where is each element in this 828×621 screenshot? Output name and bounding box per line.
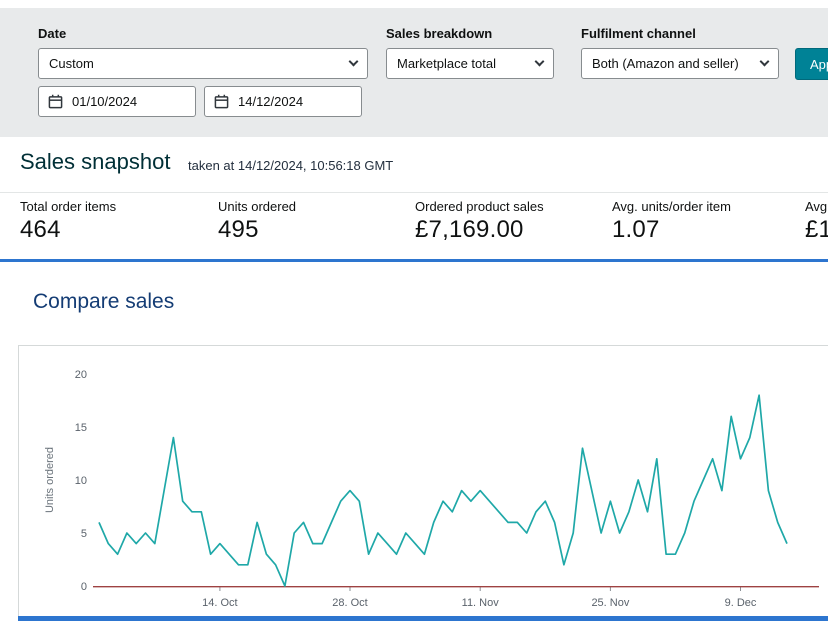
- svg-text:Units ordered: Units ordered: [44, 447, 56, 513]
- end-date-value: 14/12/2024: [238, 94, 304, 109]
- stat-avg-units-per-order: Avg. units/order item 1.07: [612, 199, 731, 244]
- fulfilment-channel-select[interactable]: Both (Amazon and seller): [581, 48, 779, 79]
- chevron-down-icon: [348, 56, 359, 67]
- svg-text:5: 5: [81, 528, 87, 540]
- stat-label: Avg. sales/order item: [805, 199, 828, 214]
- stat-value: 1.07: [612, 216, 660, 243]
- calendar-icon[interactable]: [48, 94, 63, 109]
- stat-label: Avg. units/order item: [612, 199, 731, 214]
- snapshot-timestamp: taken at 14/12/2024, 10:56:18 GMT: [188, 158, 394, 173]
- stat-ordered-product-sales: Ordered product sales £7,169.00: [415, 199, 544, 244]
- compare-sales-chart-panel: 0 5 10 15 20 14. Oct 28. Oct 11. Nov 25. Nov 9. D…: [18, 345, 828, 621]
- chevron-down-icon: [534, 56, 545, 67]
- blue-divider: [0, 259, 828, 262]
- svg-text:15: 15: [75, 422, 87, 434]
- start-date-value: 01/10/2024: [72, 94, 138, 109]
- calendar-icon[interactable]: [214, 94, 229, 109]
- svg-text:10: 10: [75, 475, 87, 487]
- svg-text:9. Dec: 9. Dec: [725, 597, 757, 609]
- date-range-select[interactable]: Custom: [38, 48, 368, 79]
- stat-units-ordered: Units ordered 495: [218, 199, 296, 244]
- chevron-down-icon: [759, 56, 770, 67]
- apply-button[interactable]: Apply: [795, 48, 828, 80]
- stat-value: 495: [218, 216, 259, 243]
- svg-text:11. Nov: 11. Nov: [462, 597, 500, 609]
- fulfilment-channel-selected-value: Both (Amazon and seller): [592, 56, 739, 71]
- svg-text:28. Oct: 28. Oct: [332, 597, 367, 609]
- stat-label: Total order items: [20, 199, 117, 214]
- stat-total-order-items: Total order items 464: [20, 199, 116, 244]
- bottom-blue-divider: [18, 616, 828, 621]
- stat-label: Units ordered: [218, 199, 297, 214]
- sales-breakdown-label: Sales breakdown: [386, 26, 493, 41]
- stat-value: £15.45: [805, 216, 828, 243]
- sales-snapshot-title: Sales snapshot: [20, 149, 171, 174]
- date-range-selected-value: Custom: [49, 56, 94, 71]
- stat-label: Ordered product sales: [415, 199, 544, 214]
- compare-sales-chart: 0 5 10 15 20 14. Oct 28. Oct 11. Nov 25. Nov 9. D…: [44, 369, 819, 609]
- sales-snapshot-section: Sales snapshot taken at 14/12/2024, 10:5…: [0, 137, 828, 262]
- end-date-input[interactable]: 14/12/2024: [204, 86, 362, 117]
- svg-text:0: 0: [81, 581, 87, 593]
- svg-text:20: 20: [75, 369, 87, 381]
- svg-text:14. Oct: 14. Oct: [202, 597, 237, 609]
- stat-value: £7,169.00: [415, 216, 524, 243]
- fulfilment-channel-label: Fulfilment channel: [581, 26, 696, 41]
- stat-value: 464: [20, 216, 61, 243]
- svg-text:25. Nov: 25. Nov: [591, 597, 629, 609]
- compare-sales-title: Compare sales: [33, 290, 175, 313]
- start-date-input[interactable]: 01/10/2024: [38, 86, 196, 117]
- sales-breakdown-selected-value: Marketplace total: [397, 56, 496, 71]
- stat-avg-sales-per-order: Avg. sales/order item £15.45: [805, 199, 828, 244]
- filter-bar: Date Custom 01/10/2024: [0, 8, 828, 137]
- sales-breakdown-select[interactable]: Marketplace total: [386, 48, 554, 79]
- date-filter-label: Date: [38, 26, 67, 41]
- snapshot-divider: [0, 192, 828, 193]
